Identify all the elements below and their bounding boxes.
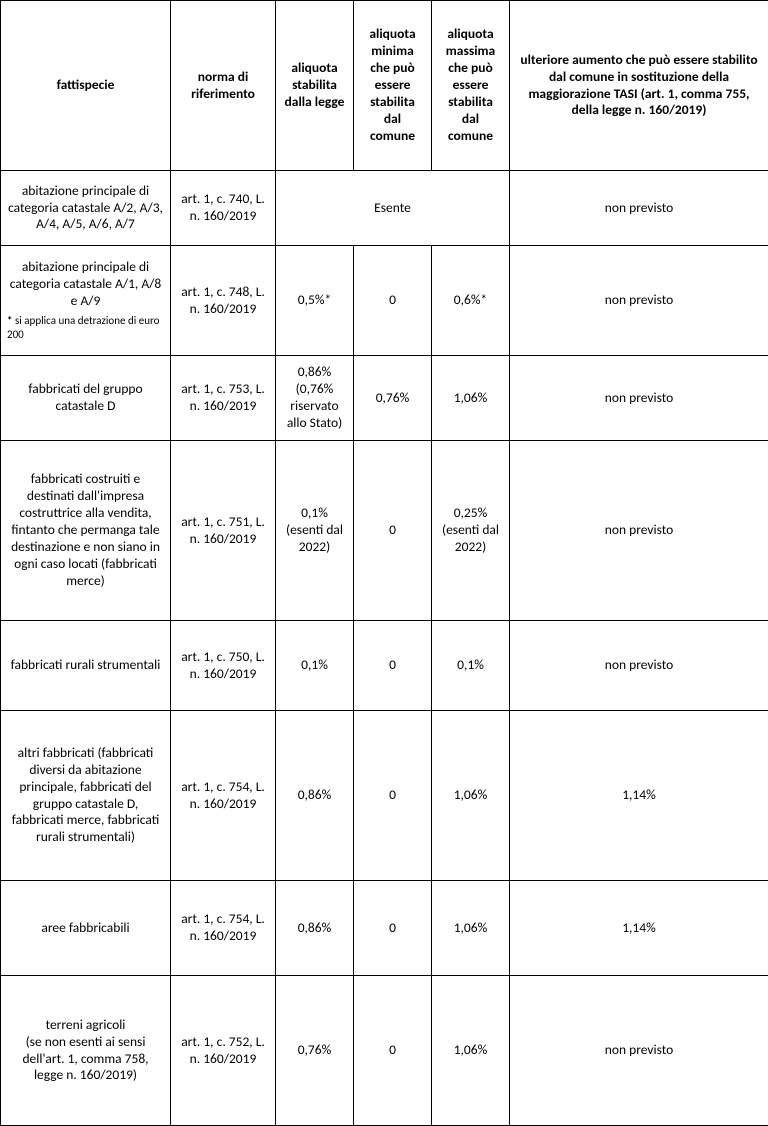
cell-legge: 0,5%* bbox=[276, 246, 354, 356]
col-legge: aliquota stabilita dalla legge bbox=[276, 1, 354, 171]
cell-norma: art. 1, c. 751, L. n. 160/2019 bbox=[171, 441, 276, 621]
rates-table: fattispecie norma di riferimento aliquot… bbox=[0, 0, 768, 1126]
col-fattispecie: fattispecie bbox=[1, 1, 171, 171]
cell-max: 1,06% bbox=[432, 976, 510, 1126]
cell-min: 0 bbox=[354, 881, 432, 976]
cell-aumento: non previsto bbox=[510, 621, 768, 711]
col-aumento: ulteriore aumento che può essere stabili… bbox=[510, 1, 768, 171]
table-row: terreni agricoli(se non esenti ai sensi … bbox=[1, 976, 768, 1126]
cell-fattispecie: fabbricati del gruppo catastale D bbox=[1, 356, 171, 441]
cell-min: 0,76% bbox=[354, 356, 432, 441]
cell-max: 0,25% (esenti dal 2022) bbox=[432, 441, 510, 621]
cell-max: 1,06% bbox=[432, 881, 510, 976]
table-header-row: fattispecie norma di riferimento aliquot… bbox=[1, 1, 768, 171]
cell-esente: Esente bbox=[276, 171, 510, 246]
cell-norma: art. 1, c. 752, L. n. 160/2019 bbox=[171, 976, 276, 1126]
cell-max: 1,06% bbox=[432, 711, 510, 881]
cell-fattispecie: fabbricati rurali strumentali bbox=[1, 621, 171, 711]
cell-norma: art. 1, c. 753, L. n. 160/2019 bbox=[171, 356, 276, 441]
cell-fattispecie: fabbricati costruiti e destinati dall'im… bbox=[1, 441, 171, 621]
table-row: fabbricati rurali strumentaliart. 1, c. … bbox=[1, 621, 768, 711]
col-min: aliquota minima che può essere stabilita… bbox=[354, 1, 432, 171]
table-row: altri fabbricati (fabbricati diversi da … bbox=[1, 711, 768, 881]
cell-fattispecie: aree fabbricabili bbox=[1, 881, 171, 976]
footnote: * si applica una detrazione di euro 200 bbox=[7, 314, 164, 342]
table-row: fabbricati costruiti e destinati dall'im… bbox=[1, 441, 768, 621]
cell-max: 1,06% bbox=[432, 356, 510, 441]
cell-aumento: non previsto bbox=[510, 246, 768, 356]
cell-legge: 0,86% (0,76% riservato allo Stato) bbox=[276, 356, 354, 441]
cell-norma: art. 1, c. 754, L. n. 160/2019 bbox=[171, 711, 276, 881]
cell-aumento: non previsto bbox=[510, 441, 768, 621]
cell-max: 0,6%* bbox=[432, 246, 510, 356]
cell-legge: 0,1% (esenti dal 2022) bbox=[276, 441, 354, 621]
cell-aumento: non previsto bbox=[510, 171, 768, 246]
cell-aumento: non previsto bbox=[510, 356, 768, 441]
cell-legge: 0,76% bbox=[276, 976, 354, 1126]
cell-legge: 0,1% bbox=[276, 621, 354, 711]
cell-fattispecie: abitazione principale di categoria catas… bbox=[1, 171, 171, 246]
cell-legge: 0,86% bbox=[276, 711, 354, 881]
cell-aumento: 1,14% bbox=[510, 711, 768, 881]
cell-min: 0 bbox=[354, 246, 432, 356]
cell-min: 0 bbox=[354, 976, 432, 1126]
cell-max: 0,1% bbox=[432, 621, 510, 711]
cell-fattispecie: altri fabbricati (fabbricati diversi da … bbox=[1, 711, 171, 881]
cell-fattispecie: abitazione principale di categoria catas… bbox=[1, 246, 171, 356]
table-row: aree fabbricabiliart. 1, c. 754, L. n. 1… bbox=[1, 881, 768, 976]
table-row: abitazione principale di categoria catas… bbox=[1, 246, 768, 356]
cell-norma: art. 1, c. 750, L. n. 160/2019 bbox=[171, 621, 276, 711]
cell-norma: art. 1, c. 740, L. n. 160/2019 bbox=[171, 171, 276, 246]
cell-aumento: 1,14% bbox=[510, 881, 768, 976]
cell-norma: art. 1, c. 748, L. n. 160/2019 bbox=[171, 246, 276, 356]
table-row: abitazione principale di categoria catas… bbox=[1, 171, 768, 246]
col-max: aliquota massima che può essere stabilit… bbox=[432, 1, 510, 171]
cell-aumento: non previsto bbox=[510, 976, 768, 1126]
cell-fattispecie: terreni agricoli(se non esenti ai sensi … bbox=[1, 976, 171, 1126]
table-row: fabbricati del gruppo catastale Dart. 1,… bbox=[1, 356, 768, 441]
cell-min: 0 bbox=[354, 441, 432, 621]
cell-min: 0 bbox=[354, 621, 432, 711]
cell-legge: 0,86% bbox=[276, 881, 354, 976]
col-norma: norma di riferimento bbox=[171, 1, 276, 171]
cell-norma: art. 1, c. 754, L. n. 160/2019 bbox=[171, 881, 276, 976]
cell-min: 0 bbox=[354, 711, 432, 881]
